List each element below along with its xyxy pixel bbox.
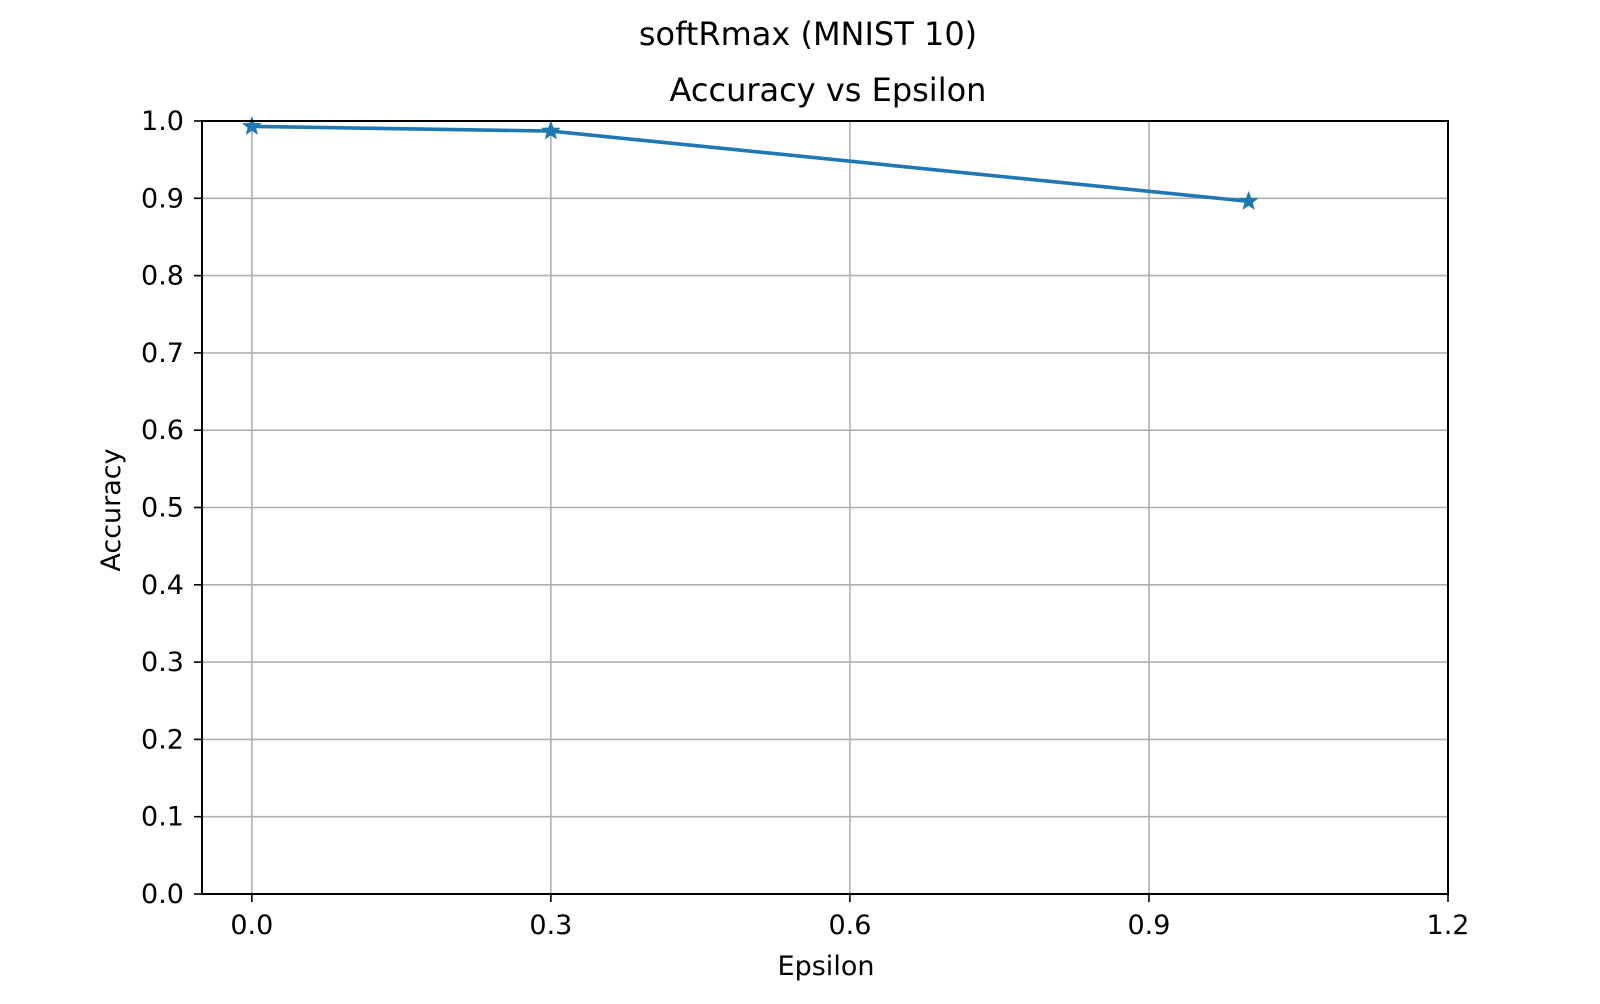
chart-title: Accuracy vs Epsilon [670,71,987,109]
grid-layer [202,120,1449,895]
y-tick-label: 0.2 [141,724,184,755]
y-tick-label: 0.8 [141,261,184,292]
y-tick-label: 0.7 [141,338,184,369]
y-tick-label: 0.9 [141,183,184,214]
x-tick-label: 0.6 [828,910,871,941]
y-tick-label: 0.3 [141,647,184,678]
y-tick-label: 0.1 [141,802,184,833]
series-layer [241,115,1259,210]
y-tick-label: 0.0 [141,879,184,910]
data-point-marker [1238,190,1259,210]
x-tick-label: 0.0 [230,910,273,941]
x-tick-label: 0.9 [1127,910,1170,941]
y-tick-label: 1.0 [141,106,184,137]
y-tick-label: 0.6 [141,415,184,446]
data-point-marker [540,120,561,140]
tick-layer: 0.0 0.3 0.6 0.9 1.2 0.0 0.1 0.2 0.3 0.4 0.5 0.6 0.7 0… [141,106,1469,941]
data-point-marker [241,115,262,135]
x-axis-label: Epsilon [778,951,875,982]
y-axis-label: Accuracy [96,448,127,571]
y-tick-label: 0.5 [141,493,184,524]
y-tick-label: 0.4 [141,570,184,601]
x-tick-label: 0.3 [529,910,572,941]
series-line [250,124,1251,204]
x-tick-label: 1.2 [1427,910,1470,941]
chart-suptitle: softRmax (MNIST 10) [639,15,977,53]
